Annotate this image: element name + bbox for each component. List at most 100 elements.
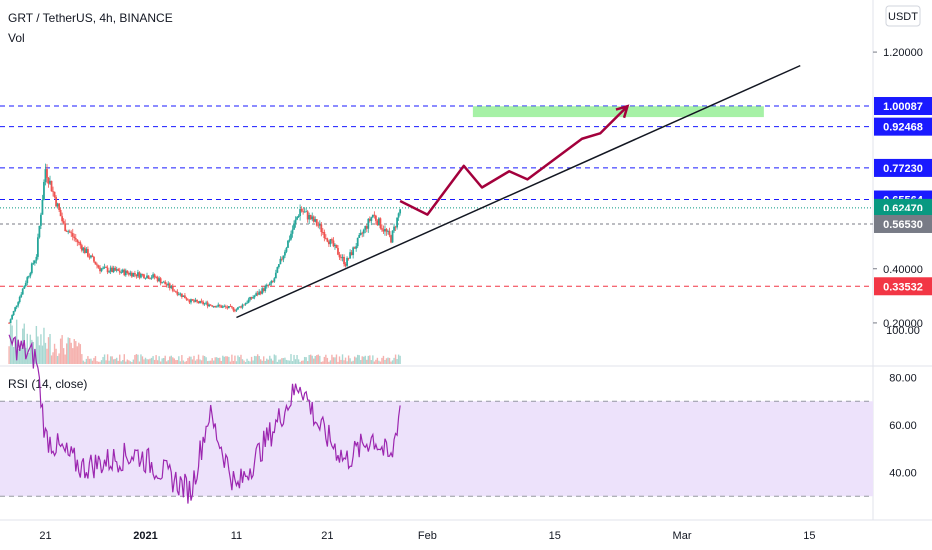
candle-body <box>370 217 373 221</box>
candle-body <box>349 252 352 259</box>
candle-body <box>376 220 379 226</box>
target-zone-rect[interactable] <box>472 106 764 118</box>
volume-bar <box>99 361 101 364</box>
volume-bar <box>32 341 35 364</box>
volume-bar <box>305 357 307 364</box>
volume-bar <box>146 359 148 364</box>
candle-body <box>168 283 171 289</box>
candle-body <box>255 293 258 296</box>
candle-body <box>252 297 255 299</box>
candle-body <box>309 215 312 220</box>
volume-bar <box>88 358 91 364</box>
candle-body <box>393 226 395 231</box>
price-tag-box <box>874 214 932 233</box>
volume-bar <box>229 361 232 364</box>
volume-bar <box>296 355 298 364</box>
candle-body <box>391 230 394 243</box>
candle-body <box>32 263 35 264</box>
volume-bar <box>310 354 312 364</box>
price-tag-box <box>874 117 932 136</box>
candle-body <box>112 267 115 272</box>
volume-bar <box>346 361 348 364</box>
candle-body <box>197 301 200 304</box>
candle-body <box>203 303 206 305</box>
volume-bar <box>182 360 185 364</box>
volume-bar <box>347 355 350 364</box>
candle-body <box>115 269 118 271</box>
candle-body <box>265 284 268 287</box>
volume-bar <box>96 361 98 364</box>
candle-body <box>65 231 68 232</box>
volume-bar <box>158 356 160 364</box>
volume-bar <box>199 359 201 364</box>
volume-bar <box>119 354 121 364</box>
volume-bar <box>234 355 236 364</box>
candle-body <box>8 322 10 324</box>
time-axis[interactable]: 21 2021 11 21 Feb 15 Mar 15 <box>39 530 815 542</box>
candle-body <box>388 231 391 236</box>
volume-bar <box>203 355 206 364</box>
volume-bar <box>117 360 119 364</box>
projection-path[interactable] <box>399 105 629 216</box>
rsi-band <box>0 401 873 497</box>
candle-body <box>296 217 298 220</box>
price-tag-label: 1.00087 <box>883 101 923 113</box>
time-tick-label: 21 <box>39 530 51 542</box>
volume-bar <box>29 334 32 364</box>
volume-bar <box>314 355 316 364</box>
candle-body <box>390 235 392 243</box>
volume-bar <box>9 321 12 364</box>
volume-bar <box>161 358 163 364</box>
candle-body <box>253 295 256 298</box>
candle-body <box>50 180 53 192</box>
candle-body <box>346 257 348 266</box>
rsi-line <box>8 334 401 504</box>
projection-arrowhead[interactable] <box>615 104 630 119</box>
candle-body <box>288 239 291 241</box>
candle-body <box>293 223 295 230</box>
volume-bar <box>338 356 341 364</box>
candle-body <box>133 272 136 275</box>
candle-body <box>182 295 185 297</box>
volume-label: Vol <box>8 31 25 45</box>
currency-button[interactable]: USDT <box>885 5 921 27</box>
volume-bar <box>352 360 354 364</box>
candle-body <box>24 283 27 287</box>
candle-body <box>340 257 342 259</box>
candle-body <box>305 211 308 213</box>
volume-bar <box>84 361 86 364</box>
volume-bar <box>167 360 169 364</box>
volume-bar <box>391 360 394 364</box>
currency-button-label[interactable]: USDT <box>888 11 918 23</box>
candle-body <box>105 266 107 268</box>
candle-body <box>387 231 389 232</box>
candle-body <box>311 216 314 220</box>
volume-bar <box>159 361 162 364</box>
trendline-group[interactable] <box>236 64 801 319</box>
volume-bar <box>341 354 344 364</box>
volume-bar <box>126 359 129 364</box>
candle-body <box>238 306 241 308</box>
volume-bar <box>55 348 57 364</box>
volume-bar <box>399 355 401 364</box>
candle-body <box>117 269 120 271</box>
volume-bar <box>369 355 371 364</box>
candle-body <box>214 306 217 308</box>
volume-bar <box>332 357 335 364</box>
candle-body <box>332 240 335 247</box>
candle-body <box>140 274 142 278</box>
target-zone[interactable] <box>472 106 764 118</box>
volume-bar <box>278 359 280 364</box>
candle-body <box>190 299 192 303</box>
volume-bar <box>290 354 292 364</box>
candle-body <box>26 277 29 284</box>
trendline[interactable] <box>236 64 801 319</box>
projection-group[interactable] <box>399 104 630 216</box>
candle-body <box>200 300 203 302</box>
volume-bar <box>281 358 283 364</box>
candle-body <box>237 307 239 310</box>
price-axis[interactable]: 1.20000 0.40000 0.20000 <box>873 47 923 330</box>
candle-body <box>378 218 380 226</box>
candle-body <box>143 274 145 279</box>
